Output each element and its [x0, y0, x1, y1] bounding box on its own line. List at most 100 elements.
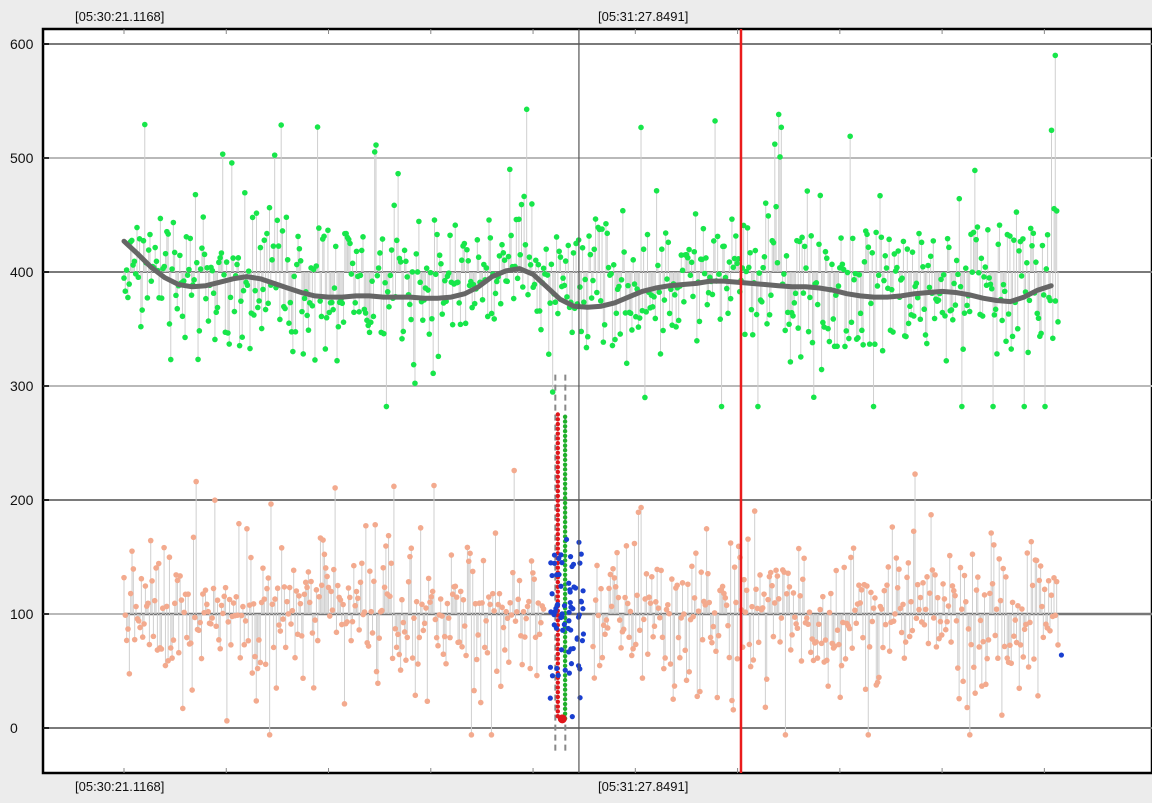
lower-point — [274, 585, 281, 592]
burst-red-point — [555, 441, 561, 446]
upper-point — [772, 141, 778, 147]
lower-point — [487, 601, 493, 608]
upper-point — [733, 233, 739, 239]
upper-point — [608, 271, 614, 277]
lower-point — [218, 602, 225, 609]
upper-point — [417, 279, 423, 286]
upper-point — [865, 244, 872, 251]
upper-point — [860, 341, 866, 348]
upper-point — [429, 315, 435, 322]
upper-point — [778, 124, 785, 131]
upper-point — [148, 278, 155, 284]
lower-point — [838, 662, 845, 669]
upper-point — [1027, 225, 1034, 232]
lower-point — [898, 629, 905, 636]
lower-point — [653, 599, 659, 605]
burst-green-point — [562, 682, 568, 688]
lower-point — [142, 583, 149, 589]
lower-point — [870, 605, 877, 611]
lower-point — [858, 587, 865, 593]
lower-point — [657, 614, 663, 621]
upper-point — [504, 278, 511, 285]
burst-blue-point — [570, 645, 576, 652]
upper-point — [630, 257, 637, 263]
lower-point — [220, 610, 226, 617]
lower-point — [655, 605, 662, 611]
upper-point — [1009, 333, 1016, 340]
lower-point — [352, 602, 358, 609]
lower-point — [747, 663, 754, 670]
burst-blue-point — [547, 664, 554, 670]
y-tick-label: 400 — [10, 264, 34, 280]
upper-point — [209, 267, 216, 274]
upper-point — [1029, 242, 1035, 249]
upper-point — [423, 265, 430, 272]
lower-point — [623, 543, 630, 549]
upper-point — [753, 311, 760, 318]
upper-point — [266, 204, 273, 211]
burst-red-point — [555, 642, 561, 647]
lower-point — [900, 601, 906, 608]
lower-point — [882, 621, 889, 628]
upper-point — [169, 266, 175, 272]
upper-point — [774, 259, 781, 266]
x-axis-minor-ticks — [123, 29, 1045, 773]
upper-point — [410, 361, 417, 368]
upper-point — [584, 333, 591, 340]
upper-point — [718, 403, 725, 410]
upper-point — [873, 229, 879, 236]
upper-point — [292, 328, 299, 335]
burst-green-point — [562, 495, 568, 501]
burst-green-point — [562, 577, 568, 582]
upper-point — [492, 290, 499, 297]
upper-point — [426, 331, 433, 337]
upper-point — [1026, 297, 1033, 304]
upper-point — [727, 295, 734, 302]
lower-point — [795, 545, 802, 552]
lower-point — [995, 655, 1001, 662]
lower-point — [367, 568, 373, 574]
lower-point — [428, 594, 435, 600]
lower-point — [244, 525, 250, 532]
upper-point — [210, 290, 217, 297]
lower-point — [380, 564, 387, 571]
lower-point — [674, 582, 680, 589]
lower-point — [602, 631, 608, 638]
lower-point — [265, 575, 272, 581]
lower-point — [298, 633, 305, 639]
upper-point — [290, 348, 296, 355]
lower-point — [224, 718, 230, 724]
upper-point — [868, 300, 874, 307]
upper-point — [899, 275, 905, 282]
upper-point — [992, 306, 999, 313]
lower-point — [981, 592, 988, 598]
lower-point — [789, 632, 795, 638]
burst-red-point — [555, 522, 561, 527]
burst-red-point — [555, 412, 561, 417]
lower-point — [256, 637, 262, 643]
upper-point — [371, 149, 378, 155]
lower-point — [1037, 563, 1044, 569]
upper-point — [300, 351, 307, 357]
upper-point — [839, 261, 846, 268]
upper-point — [182, 334, 188, 341]
lower-point — [467, 550, 473, 557]
lower-point — [540, 606, 547, 612]
lower-point — [631, 540, 638, 547]
upper-point — [877, 192, 883, 199]
upper-point — [691, 248, 698, 255]
upper-point — [866, 341, 873, 347]
burst-red-point — [555, 527, 561, 532]
lower-point — [896, 566, 902, 573]
upper-point — [1053, 208, 1060, 214]
upper-point — [775, 111, 782, 118]
lower-point — [762, 704, 769, 711]
lower-point — [710, 623, 717, 630]
upper-point — [322, 346, 329, 352]
upper-point — [773, 203, 779, 210]
lower-point — [1019, 606, 1025, 612]
lower-point — [375, 680, 381, 687]
upper-point — [875, 272, 882, 279]
upper-point — [236, 342, 243, 349]
lower-point — [330, 566, 337, 573]
